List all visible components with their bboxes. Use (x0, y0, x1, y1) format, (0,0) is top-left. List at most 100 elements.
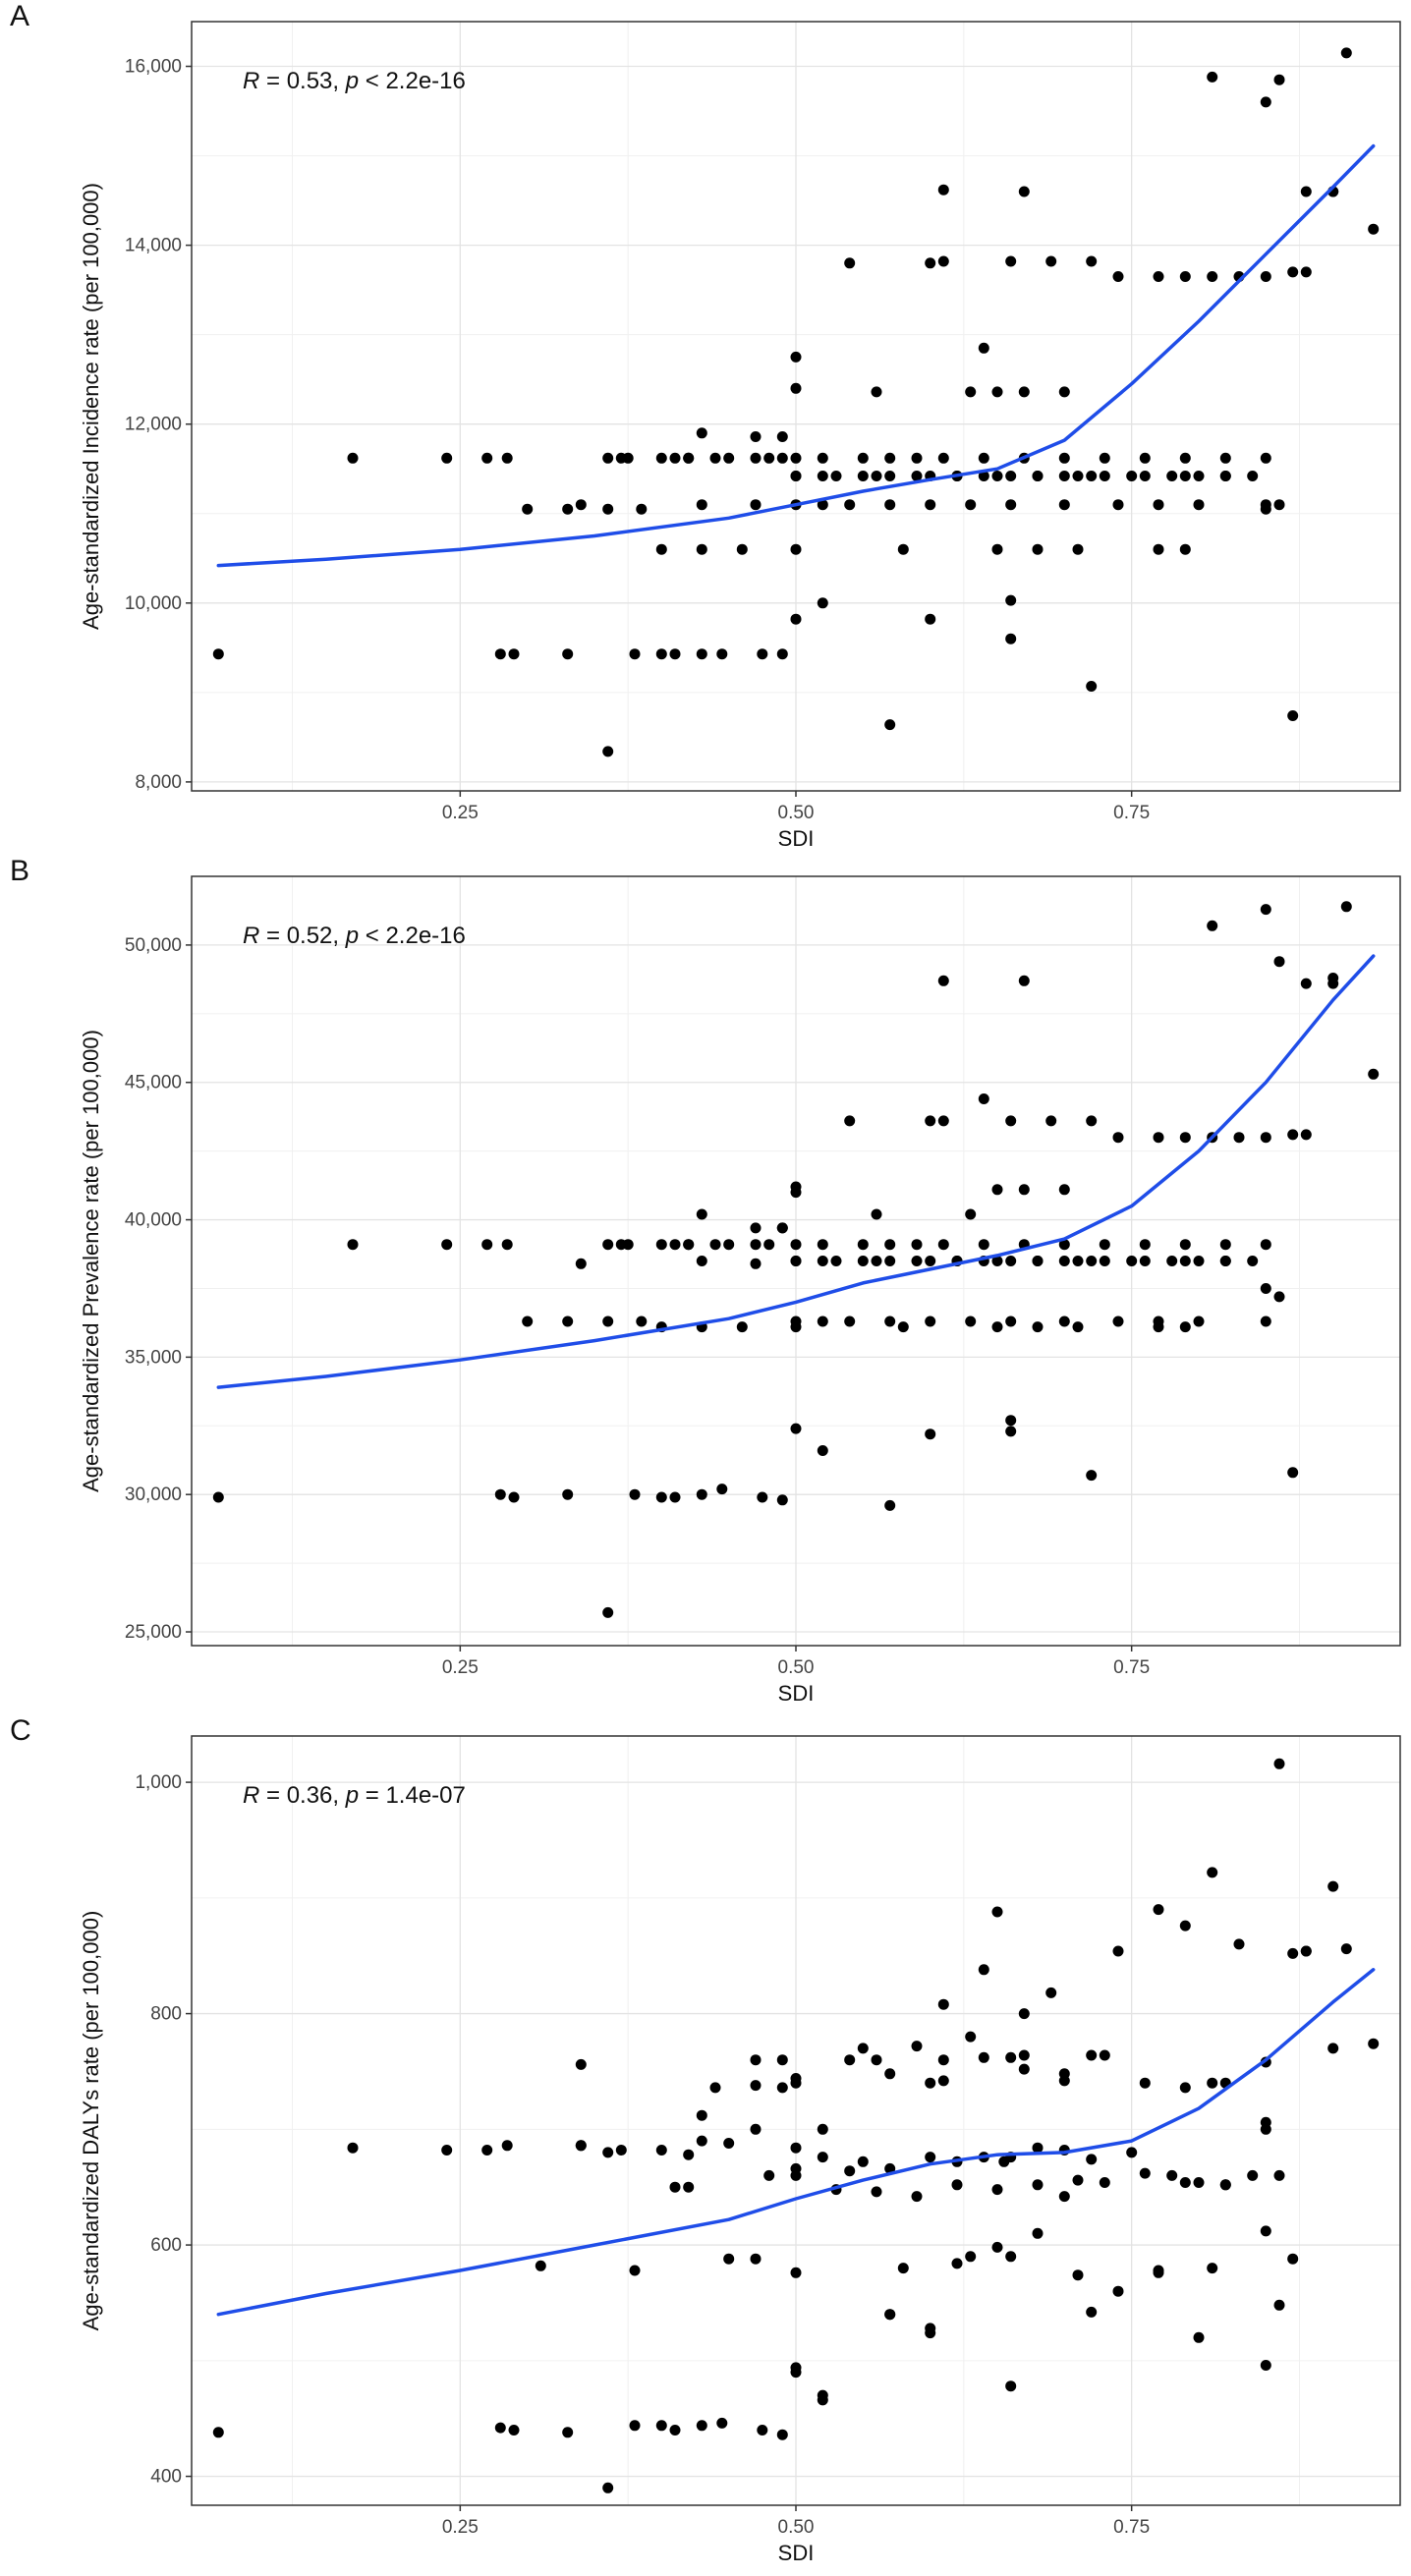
annotation-c: R = 0.36, p = 1.4e-07 (243, 1782, 466, 1809)
data-point (501, 452, 513, 464)
data-point (1247, 1256, 1259, 1266)
panel-label-c: C (10, 1714, 31, 1747)
data-point (884, 719, 896, 731)
data-point (1260, 1132, 1271, 1144)
annotation-r-text: = 0.52, (259, 923, 345, 949)
y-tick-label: 45,000 (125, 1073, 182, 1093)
data-point (1179, 452, 1191, 464)
data-point (750, 1222, 762, 1234)
data-point (790, 452, 802, 464)
data-point (1072, 1321, 1084, 1333)
annotation-p-text: < 2.2e-16 (359, 68, 466, 94)
data-point (1005, 2051, 1017, 2063)
data-point (1139, 2077, 1151, 2089)
data-point (1153, 271, 1164, 282)
data-point (696, 2420, 707, 2432)
data-point (750, 499, 762, 511)
data-point (1179, 2082, 1191, 2094)
x-tick-label: 0.50 (778, 803, 815, 823)
data-point (965, 386, 977, 398)
data-point (1099, 1239, 1110, 1251)
data-point (1139, 471, 1151, 481)
data-point (1260, 452, 1271, 464)
data-point (615, 2145, 627, 2156)
data-point (481, 2145, 493, 2156)
y-tick-label: 30,000 (125, 1484, 182, 1505)
data-point (441, 1239, 453, 1251)
data-point (1273, 74, 1285, 85)
data-point (750, 2080, 762, 2092)
data-point (750, 2123, 762, 2135)
data-point (441, 452, 453, 464)
data-point (1247, 2169, 1259, 2181)
data-point (991, 471, 1003, 481)
data-point (1327, 973, 1339, 983)
data-point (1260, 2123, 1271, 2135)
data-point (1032, 2227, 1044, 2239)
data-point (844, 257, 856, 269)
data-point (1179, 1256, 1191, 1266)
data-point (716, 1484, 728, 1495)
annotation-a: R = 0.53, p < 2.2e-16 (243, 68, 466, 94)
data-point (884, 1256, 896, 1266)
data-point (925, 257, 936, 269)
data-point (884, 452, 896, 464)
data-point (212, 1491, 224, 1503)
data-point (790, 2267, 802, 2278)
data-point (1005, 1426, 1017, 1437)
data-point (1300, 1129, 1312, 1141)
data-point (750, 2253, 762, 2265)
data-point (925, 1428, 936, 1440)
data-point (871, 2186, 882, 2198)
data-point (991, 543, 1003, 555)
data-point (925, 1115, 936, 1127)
data-point (991, 2241, 1003, 2253)
data-point (1260, 271, 1271, 282)
data-point (844, 499, 856, 511)
chart-b: 25,000 30,000 35,000 40,000 45,000 50,000 0.25… (79, 875, 1401, 1706)
annotation-p-label: p (345, 923, 359, 949)
data-point (1260, 1283, 1271, 1294)
data-point (1193, 2331, 1205, 2343)
annotation-r-text: = 0.53, (259, 68, 345, 94)
data-point (522, 1316, 534, 1327)
data-point (1153, 1321, 1164, 1333)
data-point (1193, 2177, 1205, 2188)
data-point (937, 452, 949, 464)
data-point (602, 2147, 614, 2158)
data-point (1327, 2043, 1339, 2054)
data-point (884, 1316, 896, 1327)
y-tick-label: 35,000 (125, 1347, 182, 1368)
data-point (669, 1491, 681, 1503)
data-point (1126, 1256, 1138, 1266)
annotation-r-text: = 0.36, (259, 1782, 345, 1809)
data-point (1058, 471, 1070, 481)
data-point (1099, 2049, 1110, 2061)
data-point (1179, 471, 1191, 481)
smooth-line-b (216, 954, 1376, 1389)
data-point (978, 1964, 989, 1976)
data-point (911, 471, 923, 481)
annotation-r-label: R (243, 1782, 259, 1809)
chart-a: 8,000 10,000 12,000 14,000 16,000 0.25 0.50 0.7… (79, 21, 1401, 851)
data-point (1260, 1316, 1271, 1327)
data-point (844, 1115, 856, 1127)
data-point (655, 648, 667, 660)
data-point (1207, 920, 1218, 931)
data-point (1045, 1987, 1057, 1998)
data-point (757, 648, 768, 660)
x-axis-title-b: SDI (778, 1681, 815, 1706)
data-point (1139, 1256, 1151, 1266)
data-point (857, 452, 869, 464)
data-point (965, 2031, 977, 2043)
data-point (884, 1499, 896, 1511)
data-point (951, 2179, 963, 2191)
data-point (1179, 2177, 1191, 2188)
data-point (817, 2152, 828, 2163)
data-point (1287, 1467, 1299, 1479)
data-point (562, 1316, 574, 1327)
data-point (501, 2140, 513, 2152)
data-point (991, 1321, 1003, 1333)
data-point (1166, 2169, 1178, 2181)
data-point (871, 2054, 882, 2066)
